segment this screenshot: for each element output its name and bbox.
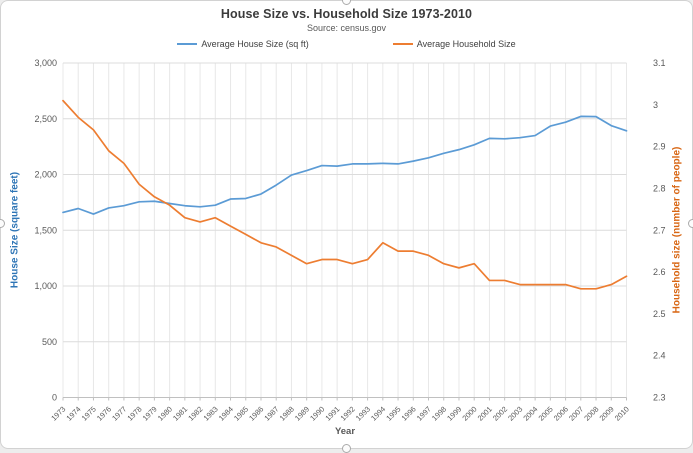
right-axis-tick-label: 3 — [653, 100, 658, 110]
x-tick-label: 1993 — [354, 405, 372, 423]
x-tick-label: 2002 — [491, 405, 509, 423]
x-tick-label: 2001 — [476, 405, 494, 423]
left-axis-tick-label: 1,000 — [34, 281, 57, 291]
x-tick-label: 1977 — [110, 405, 128, 423]
x-tick-label: 1998 — [430, 405, 448, 423]
x-tick-label: 1989 — [293, 405, 311, 423]
x-tick-label: 1973 — [49, 405, 67, 423]
x-tick-label: 1985 — [232, 405, 250, 423]
x-tick-label: 1995 — [384, 405, 402, 423]
x-tick-label: 2007 — [567, 405, 585, 423]
x-tick-label: 1987 — [262, 405, 280, 423]
x-tick-label: 1984 — [217, 405, 235, 423]
legend-swatch-icon — [177, 43, 198, 45]
x-tick-label: 2005 — [537, 405, 555, 423]
left-axis-tick-label: 1,500 — [34, 225, 57, 235]
x-tick-label: 2008 — [582, 405, 600, 423]
x-tick-label: 1990 — [308, 405, 326, 423]
x-tick-label: 1975 — [80, 405, 98, 423]
x-tick-label: 1999 — [445, 405, 463, 423]
left-axis-tick-label: 2,500 — [34, 114, 57, 124]
selection-handle-top[interactable] — [342, 0, 351, 5]
x-tick-label: 2004 — [521, 405, 539, 423]
left-axis-tick-label: 3,000 — [34, 58, 57, 68]
x-tick-label: 1976 — [95, 405, 113, 423]
legend-item-0: Average House Size (sq ft) — [177, 39, 309, 49]
x-tick-label: 1983 — [202, 405, 220, 423]
left-axis-tick-label: 0 — [52, 393, 57, 403]
legend-label: Average House Size (sq ft) — [201, 39, 309, 49]
right-axis-tick-label: 2.7 — [653, 225, 666, 235]
x-tick-label: 1992 — [339, 405, 357, 423]
x-tick-label: 1994 — [369, 405, 387, 423]
x-tick-label: 2006 — [552, 405, 570, 423]
right-axis-tick-label: 3.1 — [653, 58, 666, 68]
right-axis-tick-label: 2.6 — [653, 267, 666, 277]
x-tick-label: 1979 — [141, 405, 159, 423]
right-axis-tick-label: 2.3 — [653, 393, 666, 403]
x-tick-label: 1997 — [415, 405, 433, 423]
legend-swatch-icon — [392, 43, 413, 45]
chart-subtitle: Source: census.gov — [306, 23, 387, 33]
x-axis-title: Year — [334, 426, 356, 437]
left-axis-title: House Size (square feet) — [9, 171, 21, 289]
chart-title: House Size vs. Household Size 1973-2010 — [220, 7, 473, 21]
x-tick-label: 1981 — [171, 405, 189, 423]
x-tick-label: 1978 — [125, 405, 143, 423]
x-tick-label: 1974 — [64, 405, 82, 423]
selection-handle-right[interactable] — [688, 219, 693, 228]
x-tick-label: 1988 — [278, 405, 296, 423]
x-tick-label: 1991 — [323, 405, 341, 423]
right-axis-tick-label: 2.5 — [653, 309, 666, 319]
chart-legend: Average House Size (sq ft) Average Househ… — [1, 39, 692, 49]
left-axis-tick-label: 500 — [42, 337, 57, 347]
selection-handle-left[interactable] — [0, 219, 5, 228]
x-tick-label: 1982 — [186, 405, 204, 423]
right-axis-tick-label: 2.4 — [653, 351, 666, 361]
x-tick-label: 2000 — [460, 405, 478, 423]
legend-item-1: Average Household Size — [392, 39, 516, 49]
legend-label: Average Household Size — [416, 39, 516, 49]
x-tick-label: 1986 — [247, 405, 265, 423]
series-line-average-house-size-sq-ft — [62, 115, 628, 215]
x-tick-label: 2009 — [598, 405, 616, 423]
series-line-average-household-size — [62, 99, 628, 290]
x-tick-label: 1996 — [400, 405, 418, 423]
x-tick-label: 2003 — [506, 405, 524, 423]
x-tick-label: 2010 — [613, 405, 631, 423]
right-axis-title: Household size (number of people) — [671, 146, 683, 314]
left-axis-tick-label: 2,000 — [34, 170, 57, 180]
right-axis-tick-label: 2.8 — [653, 183, 666, 193]
x-tick-label: 1980 — [156, 405, 174, 423]
right-axis-tick-label: 2.9 — [653, 142, 666, 152]
